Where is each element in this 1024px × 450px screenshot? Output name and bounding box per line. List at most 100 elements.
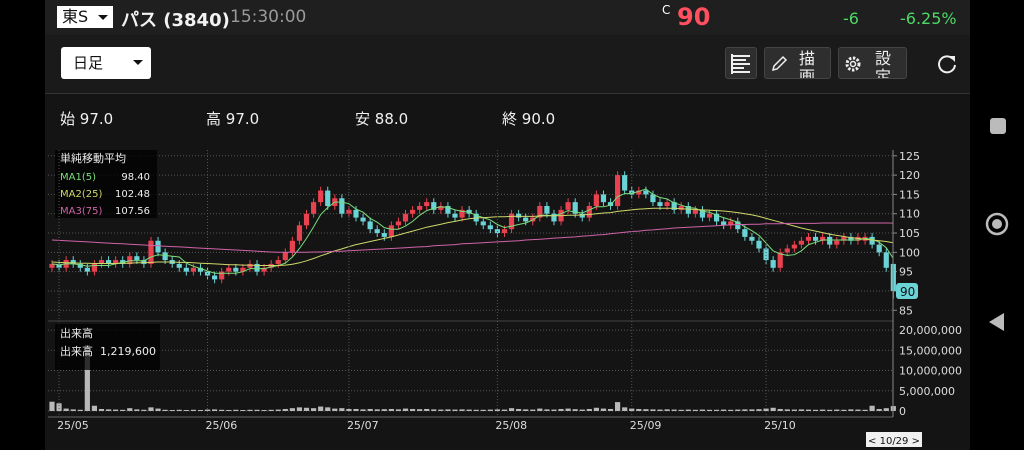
period-select[interactable]: 日足 [61,47,151,79]
volume-bar [530,409,536,411]
volume-bar [742,409,748,411]
candle-body [212,275,218,280]
volume-bar [63,408,69,411]
candle-body [431,202,437,210]
volume-bar [197,409,204,411]
volume-bar [325,407,331,411]
volume-bar [452,409,458,411]
cursor-label: < 10/29 > [868,436,920,447]
volume-bar [770,407,776,411]
market-select[interactable]: 東S [57,6,113,28]
volume-bar [685,409,691,411]
candle-body [622,175,628,191]
y-tick-label: 115 [899,188,920,201]
volume-bar [735,409,741,411]
ohlc-value: 97.0 [225,110,260,128]
volume-bar [699,409,706,411]
candle-body [671,202,677,210]
candle-body [339,198,345,214]
candle-body [162,252,168,261]
volume-bar [494,409,501,411]
volume-bar [219,409,225,411]
candle-body [84,267,90,272]
volume-bar [650,409,656,411]
settings-label: 設定 [875,49,892,79]
volume-bar [784,409,790,411]
ohlc-label: 始 [60,110,76,128]
stock-name: パス (3840) [121,10,230,31]
x-tick-label: 25/10 [764,419,796,432]
volume-bar [763,408,769,411]
candle-body [600,194,607,203]
candle-body [183,267,189,272]
candle-body [791,244,797,249]
candle-body [636,190,642,195]
candle-body [56,263,62,268]
volume-bar [381,409,387,411]
candle-body [487,225,493,230]
volume-bar [190,409,196,411]
candle-body [876,244,882,253]
candle-body [445,206,451,214]
volume-bar [876,408,882,411]
candle-body [551,213,557,222]
candle-body [240,267,246,272]
volume-bar [91,405,98,411]
candle-body [692,209,698,214]
volume-bar [310,408,317,411]
volume-bar [240,409,246,411]
volume-bar [84,345,90,411]
x-tick-label: 25/05 [57,419,89,432]
ohlc-value: 88.0 [374,110,409,128]
nav-back[interactable] [989,313,1004,331]
candle-body [148,240,154,264]
volume-bar [353,408,359,411]
volume-bar [664,409,670,411]
candle-body [452,213,458,218]
volume-bar [671,409,677,411]
volume-bar [204,409,211,411]
y-tick-label: 85 [899,304,913,317]
volume-bar [289,408,295,411]
ohlc-label: 高 [206,110,222,128]
nav-home-dot [992,219,1002,229]
candle-body [805,236,812,241]
legend-entry: MA1(5) [60,172,96,183]
volume-bar [360,409,366,411]
volume-bar [657,409,663,411]
y-tick-label: 15,000,000 [899,344,962,357]
volume-bar [777,408,783,411]
volume-bar [339,408,345,411]
toolbar: 日足 描画 設定 [45,35,970,94]
candle-body [523,217,529,222]
volume-bar [70,409,76,411]
settings-button[interactable]: 設定 [838,47,907,79]
price-tag [896,282,918,299]
legend-entry: MA3(75) [60,206,102,217]
x-tick-label: 25/08 [495,419,527,432]
volume-bar [643,409,649,411]
y-tick-label: 95 [899,266,913,279]
volume-bar [261,409,267,411]
volume-bar [431,409,437,411]
candle-body [98,260,105,264]
volume-bar [622,407,628,411]
candle-body [678,206,684,210]
draw-button[interactable]: 描画 [764,47,831,79]
volume-bar [374,409,380,411]
nav-recent[interactable] [990,118,1006,134]
candle-body [742,229,748,237]
volume-bar [480,409,486,411]
indicator-button[interactable] [725,47,757,79]
volume-bar [516,408,522,411]
volume-bar [834,409,840,411]
refresh-button[interactable] [935,52,959,76]
candle-body [402,213,409,222]
change: -6 [843,9,859,28]
candle-body [657,202,663,206]
candle-body [664,202,670,206]
candle-body [643,190,649,195]
volume-bar [395,409,402,411]
volume-bar [508,408,515,411]
nav-home[interactable] [985,212,1009,236]
